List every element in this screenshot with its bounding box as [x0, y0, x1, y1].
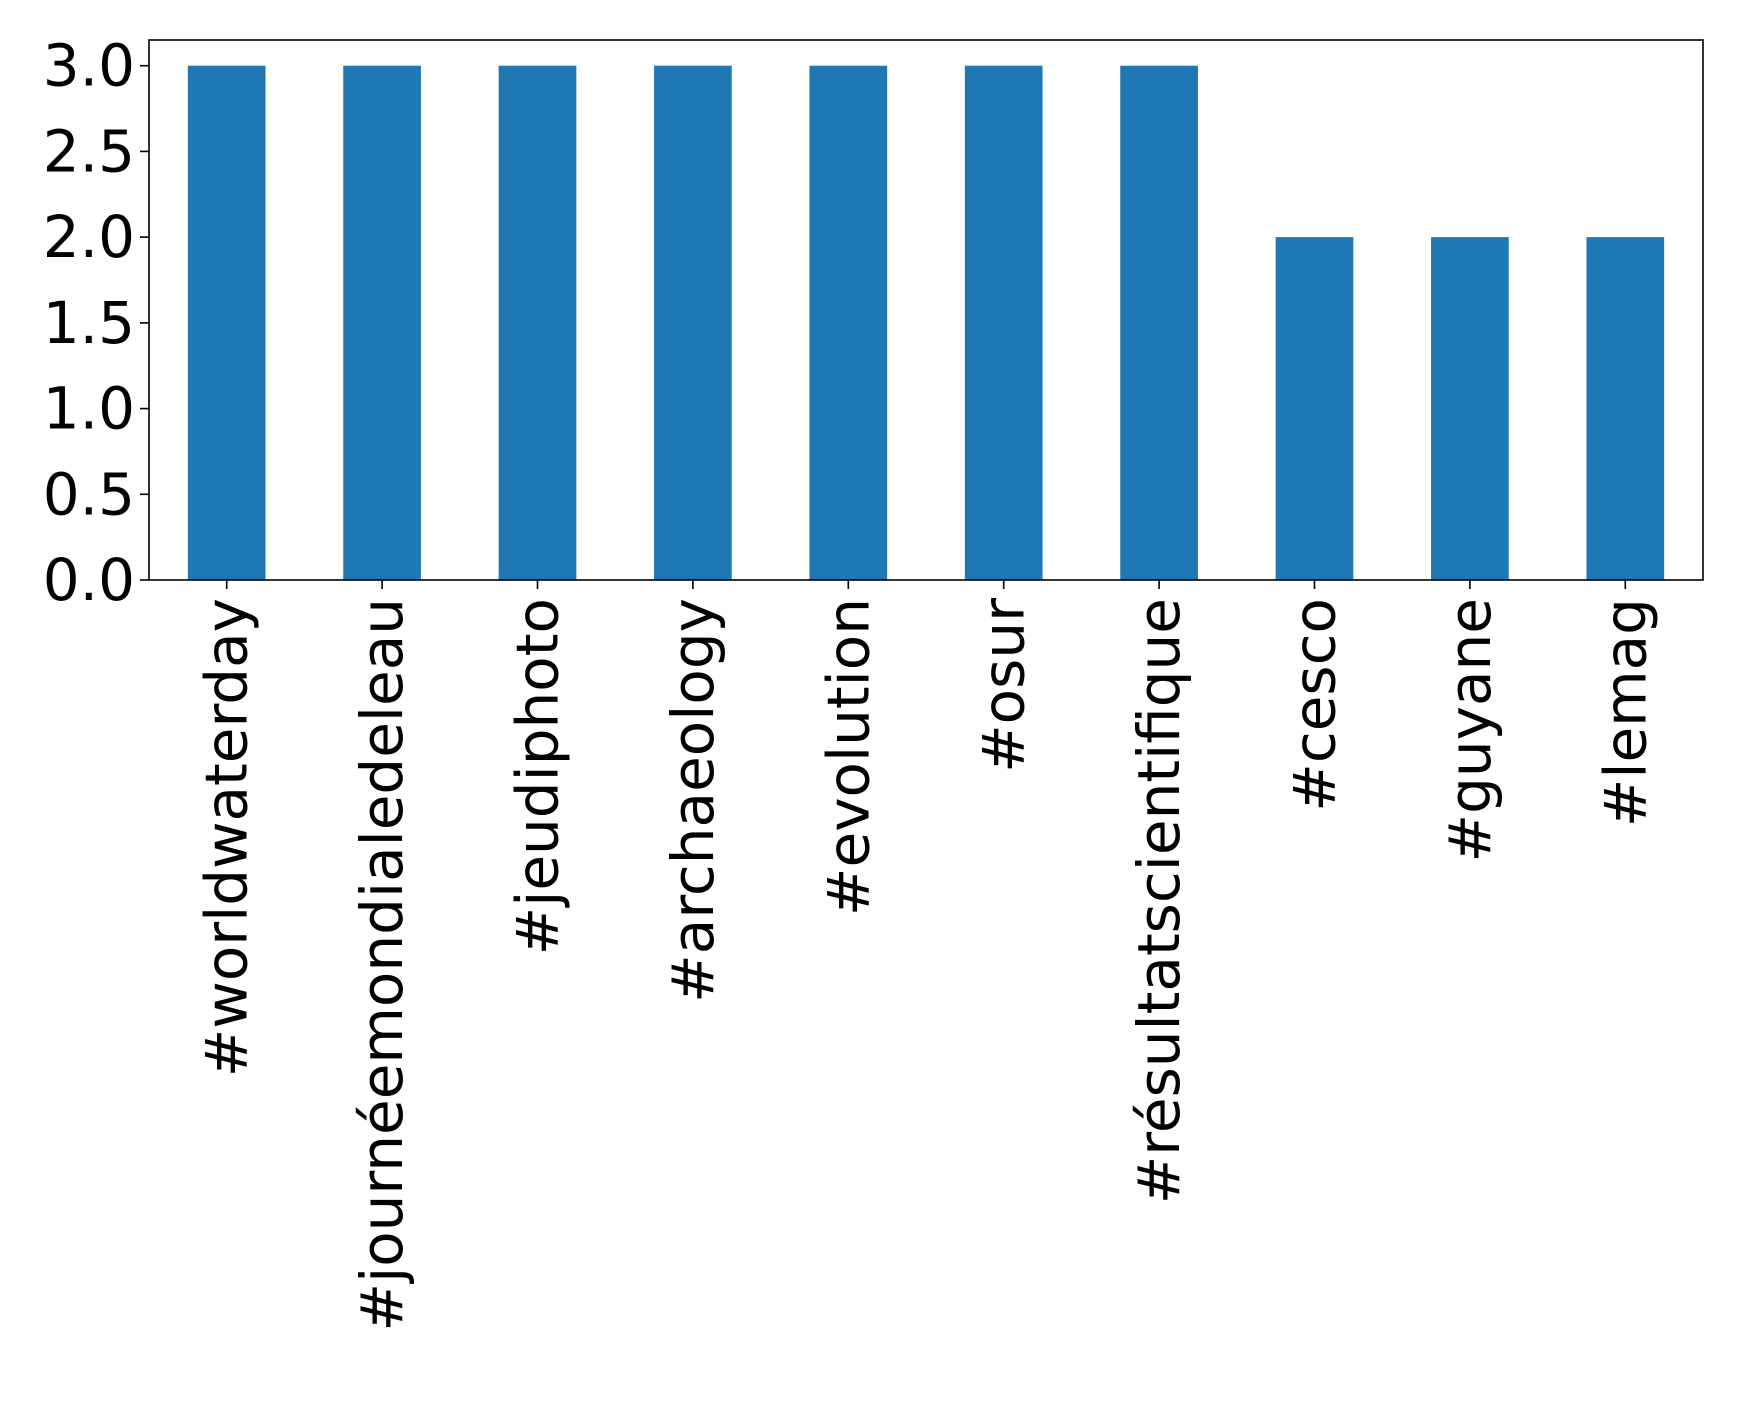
x-tick-label: #evolution [814, 598, 882, 916]
x-tick-label: #jeudiphoto [504, 598, 572, 955]
y-tick-label: 2.5 [43, 117, 135, 185]
y-tick-label: 3.0 [43, 32, 135, 100]
y-tick-label: 2.0 [43, 203, 135, 271]
x-tick-label: #archaeology [659, 598, 727, 1003]
y-tick-label: 1.5 [43, 289, 135, 357]
bar [1431, 237, 1509, 580]
x-tick-label: #guyane [1436, 598, 1504, 862]
bar [964, 65, 1043, 580]
x-axis: #worldwaterday #journéemondialedeleau #jeu… [193, 580, 1659, 1332]
bar [498, 65, 577, 580]
bar [1120, 65, 1198, 580]
bar-series [187, 65, 1665, 580]
x-tick-label: #journéemondialedeleau [348, 598, 416, 1332]
x-tick-label: #worldwaterday [193, 598, 261, 1077]
x-tick-label: #résultatscientifique [1125, 598, 1193, 1204]
x-tick-label: #lemag [1591, 598, 1659, 827]
y-tick-label: 1.0 [43, 375, 135, 443]
plot-frame [148, 39, 1704, 581]
bar [1275, 237, 1354, 580]
x-tick-label: #cesco [1281, 598, 1349, 812]
x-tick-label: #osur [970, 598, 1038, 773]
y-tick-label: 0.5 [43, 460, 135, 528]
bar [1586, 237, 1665, 580]
bar [654, 65, 732, 580]
bar [809, 65, 888, 580]
bar [343, 65, 421, 580]
bar [187, 65, 266, 580]
y-axis: 0.0 0.5 1.0 1.5 2.0 2.5 3.0 [43, 32, 149, 614]
y-tick-label: 0.0 [43, 546, 135, 614]
